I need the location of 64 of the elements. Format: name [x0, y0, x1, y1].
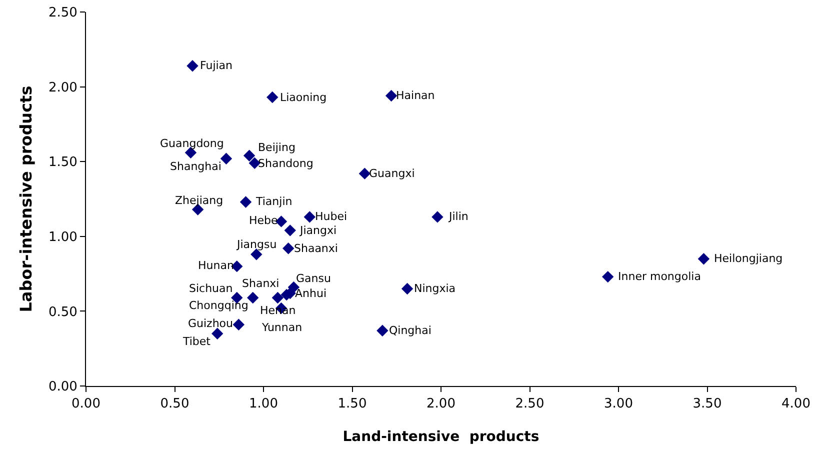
x-tick-label: 0.50: [160, 396, 190, 412]
data-label: Hainan: [396, 89, 435, 102]
x-tick-label: 4.00: [782, 396, 810, 412]
y-tick-label: 1.50: [48, 155, 78, 170]
y-tick-label: 0.50: [48, 304, 78, 320]
data-label: Liaoning: [280, 91, 327, 104]
data-label: Jilin: [448, 210, 468, 223]
y-tick-label: 0.00: [48, 380, 78, 395]
data-label: Tianjin: [255, 195, 292, 208]
y-tick-label: 1.00: [48, 230, 78, 245]
data-label: Jiangxi: [299, 224, 337, 237]
point: [376, 324, 388, 336]
data-label: Gansu: [296, 272, 331, 285]
data-label: Guizhou: [188, 317, 233, 330]
point: [232, 318, 244, 331]
x-tick-label: 3.00: [604, 396, 633, 412]
x-tick-label: 0.00: [72, 396, 100, 412]
data-label: Zhejiang: [175, 194, 224, 207]
y-tick-label: 2.50: [48, 6, 78, 21]
data-label: Guangxi: [369, 167, 415, 180]
point: [272, 292, 284, 304]
point: [385, 90, 398, 102]
data-label: Heilongjiang: [714, 252, 783, 265]
point: [401, 282, 414, 295]
point: [304, 211, 316, 223]
data-label: Yunnan: [261, 321, 302, 334]
x-tick-label: 2.50: [515, 396, 544, 412]
x-tick-label: 1.50: [338, 396, 367, 412]
data-label: Shandong: [258, 157, 314, 170]
point: [698, 252, 710, 265]
point: [432, 211, 444, 223]
y-axis-title: Labor-intensive products: [16, 86, 36, 312]
data-label: Fujian: [200, 59, 233, 72]
point: [240, 196, 252, 208]
point: [602, 270, 614, 283]
data-label: Hubei: [315, 210, 348, 223]
data-label: Tibet: [182, 335, 212, 348]
data-label: Shanxi: [242, 277, 280, 290]
data-label: Beijing: [258, 141, 296, 154]
data-label: Anhui: [295, 287, 326, 300]
data-label: Shanghai: [170, 160, 222, 173]
data-label: Inner mongolia: [618, 270, 701, 283]
point: [243, 150, 256, 162]
data-label: Jiangsu: [236, 238, 277, 251]
data-label: Qinghai: [389, 324, 432, 337]
point: [212, 328, 224, 340]
point: [247, 292, 259, 304]
y-tick-label: 2.00: [48, 80, 78, 96]
point: [220, 152, 232, 164]
x-tick-label: 1.00: [249, 396, 278, 412]
point: [266, 91, 278, 104]
data-label: Hunan: [198, 259, 234, 272]
data-label: Guangdong: [160, 137, 224, 150]
data-label: Hebe: [249, 214, 278, 227]
data-label: Ningxia: [414, 282, 456, 295]
x-axis-title: Land-intensive products: [342, 428, 540, 445]
data-label: Chongqing: [189, 299, 248, 312]
point: [284, 224, 296, 236]
point: [282, 242, 294, 254]
data-label: Sichuan: [189, 282, 233, 295]
x-tick-label: 2.00: [426, 396, 456, 412]
point: [186, 60, 198, 72]
x-tick-label: 3.50: [692, 396, 722, 412]
data-label: Shaanxi: [294, 242, 338, 255]
